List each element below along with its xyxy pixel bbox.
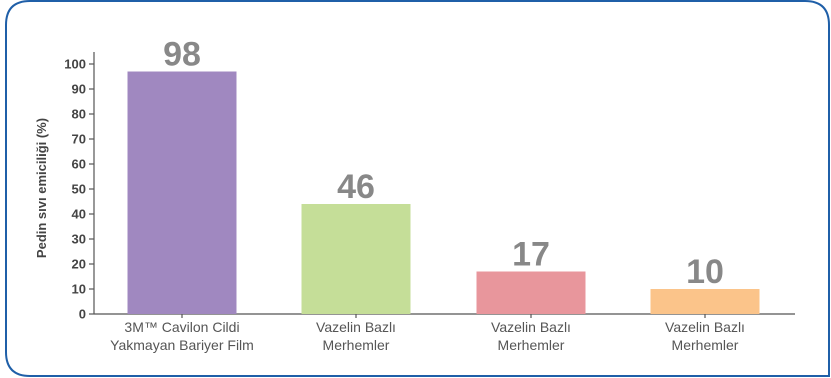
chart-frame <box>5 0 830 377</box>
category-label: Merhemler <box>323 337 390 353</box>
y-tick-label: 100 <box>64 57 86 72</box>
y-tick-label: 80 <box>72 107 86 122</box>
bar <box>650 289 760 314</box>
y-axis-label: Pedin sıvı emiciliği (%) <box>34 118 49 258</box>
data-label: 98 <box>163 36 201 74</box>
category-label: Merhemler <box>498 337 565 353</box>
y-tick-label: 70 <box>72 132 86 147</box>
y-tick-label: 0 <box>79 307 86 322</box>
category-label: Vazelin Bazlı <box>491 319 571 335</box>
data-label: 46 <box>337 168 375 206</box>
y-tick-label: 50 <box>72 182 86 197</box>
bar <box>301 204 411 314</box>
category-label: Vazelin Bazlı <box>665 319 745 335</box>
category-label: Vazelin Bazlı <box>316 319 396 335</box>
bar <box>127 71 237 314</box>
bar <box>476 271 586 314</box>
y-tick-label: 60 <box>72 157 86 172</box>
data-label: 17 <box>512 236 550 274</box>
category-label: Merhemler <box>672 337 739 353</box>
y-tick-label: 90 <box>72 82 86 97</box>
chart-marks: 0 10 20 30 40 50 60 70 80 90 100 98 3M™ Cavilon Cild… <box>64 36 795 353</box>
y-tick-label: 40 <box>72 207 86 222</box>
y-tick-label: 20 <box>72 257 86 272</box>
category-label: 3M™ Cavilon Cildi <box>124 319 239 335</box>
y-tick-label: 10 <box>72 282 86 297</box>
data-label: 10 <box>686 253 724 291</box>
category-label: Yakmayan Bariyer Film <box>110 337 254 353</box>
y-tick-label: 30 <box>72 232 86 247</box>
